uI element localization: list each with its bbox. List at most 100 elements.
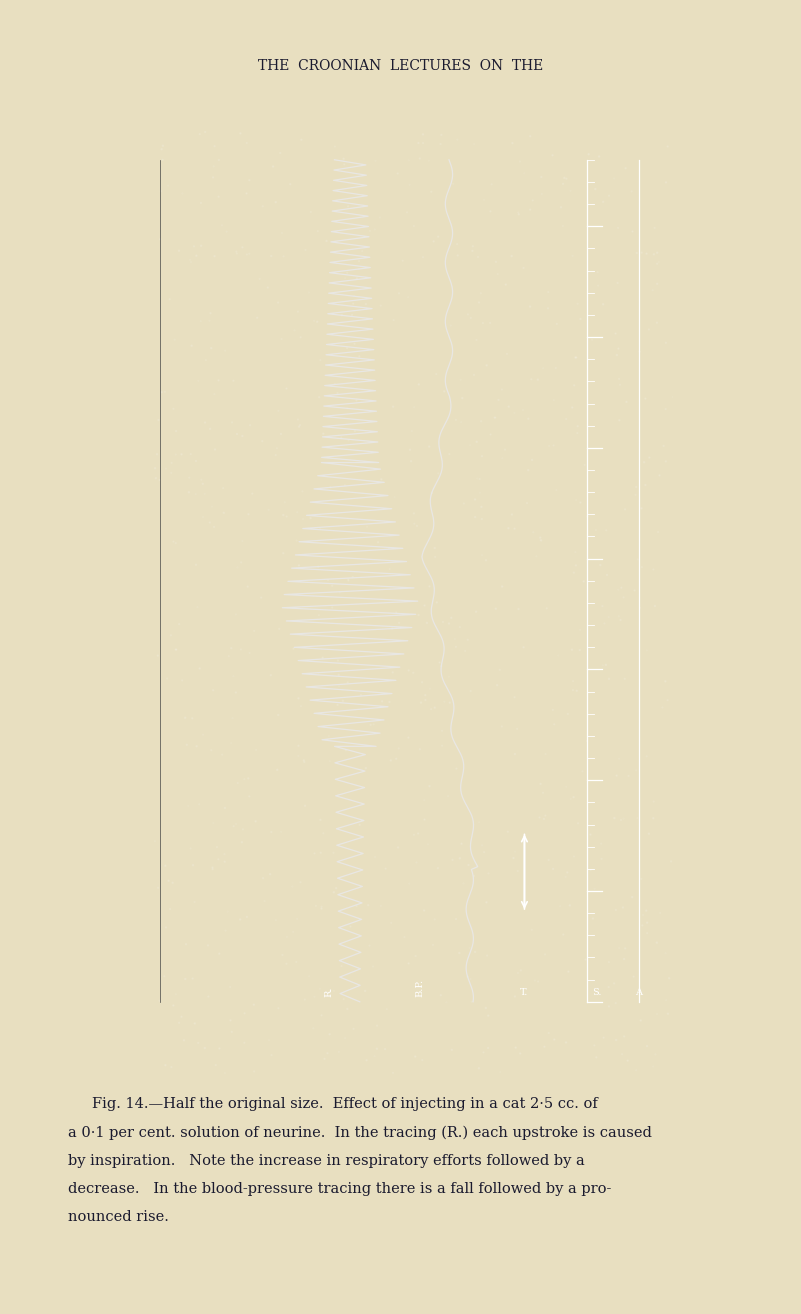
Point <box>265 821 278 842</box>
Point <box>402 660 415 681</box>
Point <box>336 305 348 326</box>
Point <box>659 670 672 691</box>
Point <box>303 966 316 987</box>
Point <box>154 229 167 250</box>
Point <box>534 527 547 548</box>
Point <box>570 347 582 368</box>
Point <box>332 675 345 696</box>
Text: decrease.   In the blood-pressure tracing there is a fall followed by a pro-: decrease. In the blood-pressure tracing … <box>68 1183 611 1196</box>
Point <box>340 338 353 359</box>
Point <box>481 1038 494 1059</box>
Point <box>546 699 559 720</box>
Point <box>328 137 341 158</box>
Point <box>193 658 206 679</box>
Point <box>476 834 489 855</box>
Point <box>313 386 326 407</box>
Point <box>613 748 626 769</box>
Point <box>419 685 432 706</box>
Point <box>170 420 183 442</box>
Point <box>465 991 478 1012</box>
Point <box>413 738 426 759</box>
Point <box>491 264 504 285</box>
Point <box>353 346 366 367</box>
Point <box>264 665 277 686</box>
Point <box>248 995 260 1016</box>
Text: THE  CROONIAN  LECTURES  ON  THE: THE CROONIAN LECTURES ON THE <box>258 59 543 74</box>
Point <box>161 668 174 689</box>
Point <box>430 591 443 612</box>
Point <box>348 285 360 306</box>
Point <box>190 451 203 472</box>
Point <box>379 858 392 879</box>
Point <box>613 410 626 431</box>
Point <box>386 618 399 639</box>
Point <box>272 401 285 422</box>
Point <box>240 133 253 154</box>
Point <box>650 273 663 294</box>
Point <box>422 150 435 171</box>
Point <box>656 696 669 717</box>
Point <box>164 624 177 645</box>
Point <box>317 823 330 844</box>
Point <box>568 846 581 867</box>
Point <box>477 1042 490 1063</box>
Point <box>242 767 255 788</box>
Point <box>449 908 462 929</box>
Point <box>637 904 650 925</box>
Point <box>267 156 280 177</box>
Point <box>648 217 661 238</box>
Point <box>403 175 416 196</box>
Point <box>292 555 305 576</box>
Point <box>508 402 521 423</box>
Point <box>476 545 489 566</box>
Point <box>162 175 175 196</box>
Point <box>364 715 377 736</box>
Point <box>170 639 183 660</box>
Point <box>225 637 238 658</box>
Point <box>373 206 386 227</box>
Point <box>326 597 339 618</box>
Point <box>360 293 372 314</box>
Point <box>614 610 627 631</box>
Point <box>610 899 622 920</box>
Point <box>464 968 477 989</box>
Point <box>264 863 276 884</box>
Point <box>610 1029 622 1050</box>
Point <box>390 748 403 769</box>
Point <box>314 518 327 539</box>
Point <box>617 587 630 608</box>
Point <box>275 821 288 842</box>
Point <box>441 786 454 807</box>
Point <box>280 953 293 974</box>
Point <box>613 937 626 958</box>
Point <box>261 277 274 298</box>
Point <box>659 398 672 419</box>
Point <box>429 537 441 558</box>
Point <box>643 447 656 468</box>
Point <box>335 427 348 448</box>
Point <box>256 196 269 217</box>
Point <box>368 219 381 240</box>
Point <box>217 477 230 498</box>
Point <box>481 945 493 966</box>
Point <box>535 184 548 205</box>
Point <box>647 244 660 265</box>
Point <box>481 355 493 376</box>
Point <box>400 202 413 223</box>
Point <box>579 949 592 970</box>
Point <box>641 922 654 943</box>
Point <box>151 645 164 666</box>
Point <box>574 309 587 330</box>
Point <box>602 185 615 206</box>
Point <box>183 482 195 503</box>
Point <box>549 357 562 378</box>
Point <box>570 490 582 511</box>
Point <box>542 849 555 870</box>
Point <box>635 557 648 578</box>
Point <box>457 493 470 514</box>
Point <box>279 491 292 512</box>
Point <box>206 497 219 518</box>
Point <box>641 912 654 933</box>
Point <box>488 407 501 428</box>
Point <box>212 369 225 390</box>
